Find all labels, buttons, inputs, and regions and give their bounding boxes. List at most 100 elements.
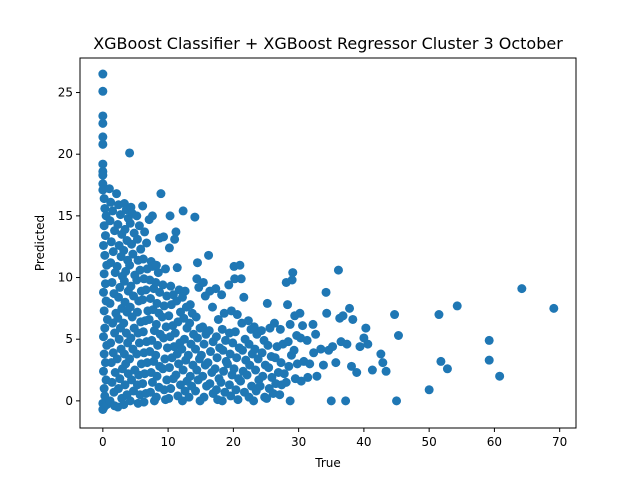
x-axis-ticks: 0 10 20 30 40 50 60 70 xyxy=(99,428,567,449)
data-point xyxy=(164,363,174,373)
data-point xyxy=(245,360,255,370)
data-point xyxy=(98,332,108,342)
data-point xyxy=(517,284,527,294)
data-point xyxy=(98,118,108,128)
data-point xyxy=(105,216,115,226)
data-point xyxy=(285,396,295,406)
data-point xyxy=(452,301,462,311)
data-point xyxy=(125,354,135,364)
data-point xyxy=(361,323,371,333)
data-point xyxy=(363,339,373,349)
data-point xyxy=(160,354,170,364)
data-point xyxy=(165,211,175,221)
data-point xyxy=(140,227,150,237)
data-point xyxy=(262,393,272,403)
data-point xyxy=(112,354,122,364)
data-point xyxy=(249,322,259,332)
y-tick-label: 15 xyxy=(58,209,73,223)
data-point xyxy=(115,374,125,384)
data-point xyxy=(270,353,280,363)
x-tick-label: 10 xyxy=(160,435,175,449)
data-point xyxy=(206,347,216,357)
data-point xyxy=(115,282,125,292)
data-point xyxy=(288,268,298,278)
data-point xyxy=(243,316,253,326)
data-point xyxy=(225,349,235,359)
data-point xyxy=(318,360,328,370)
data-point xyxy=(183,350,193,360)
data-point xyxy=(207,302,217,312)
data-point xyxy=(279,369,289,379)
data-point xyxy=(296,376,306,386)
data-point xyxy=(269,318,279,328)
data-point xyxy=(192,333,202,343)
data-point xyxy=(164,243,174,253)
data-point xyxy=(198,371,208,381)
data-point xyxy=(113,313,123,323)
data-point xyxy=(217,290,227,300)
x-tick-label: 40 xyxy=(356,435,371,449)
data-point xyxy=(196,350,206,360)
data-point xyxy=(166,281,176,291)
data-point xyxy=(126,333,136,343)
data-point xyxy=(211,385,221,395)
data-point xyxy=(108,206,118,216)
data-point xyxy=(134,338,144,348)
data-point xyxy=(212,353,222,363)
x-tick-label: 50 xyxy=(422,435,437,449)
data-point xyxy=(305,359,315,369)
data-point xyxy=(172,263,182,273)
data-point xyxy=(99,221,109,231)
data-point xyxy=(98,240,108,250)
data-point xyxy=(158,280,168,290)
data-point xyxy=(331,358,341,368)
data-point xyxy=(184,392,194,402)
data-point xyxy=(98,179,108,189)
data-point xyxy=(213,314,223,324)
data-point xyxy=(312,371,322,381)
data-point xyxy=(159,301,169,311)
data-point xyxy=(113,220,123,229)
data-point xyxy=(217,396,227,406)
data-point xyxy=(127,239,137,249)
data-point xyxy=(222,359,232,369)
data-point xyxy=(125,302,135,312)
data-point xyxy=(114,334,124,344)
data-point xyxy=(132,349,142,359)
data-point xyxy=(112,261,122,271)
data-point xyxy=(442,364,452,374)
data-point xyxy=(216,377,226,387)
data-point xyxy=(138,295,148,305)
data-point xyxy=(147,211,157,221)
data-point xyxy=(210,364,220,374)
data-point xyxy=(190,212,200,222)
y-tick-label: 25 xyxy=(58,86,73,100)
data-point xyxy=(230,274,240,284)
data-point xyxy=(192,274,202,284)
data-point xyxy=(355,342,365,352)
data-point xyxy=(105,298,115,308)
data-point xyxy=(345,303,355,313)
data-point xyxy=(203,358,213,368)
data-point xyxy=(275,390,285,400)
data-point xyxy=(147,377,157,387)
data-point xyxy=(174,359,184,369)
data-point xyxy=(549,303,559,313)
data-point xyxy=(98,111,108,121)
data-point xyxy=(302,335,312,345)
data-point xyxy=(135,265,145,275)
data-point xyxy=(132,211,142,221)
x-tick-label: 60 xyxy=(487,435,502,449)
data-point xyxy=(232,353,242,363)
data-point xyxy=(171,370,181,380)
data-point xyxy=(152,371,162,381)
data-point xyxy=(177,344,187,354)
data-point xyxy=(238,345,248,355)
data-point xyxy=(147,335,157,345)
data-point xyxy=(164,311,174,321)
data-point xyxy=(125,396,135,406)
data-point xyxy=(106,338,116,348)
data-point xyxy=(393,331,403,340)
x-tick-label: 70 xyxy=(552,435,567,449)
data-point xyxy=(100,250,110,260)
